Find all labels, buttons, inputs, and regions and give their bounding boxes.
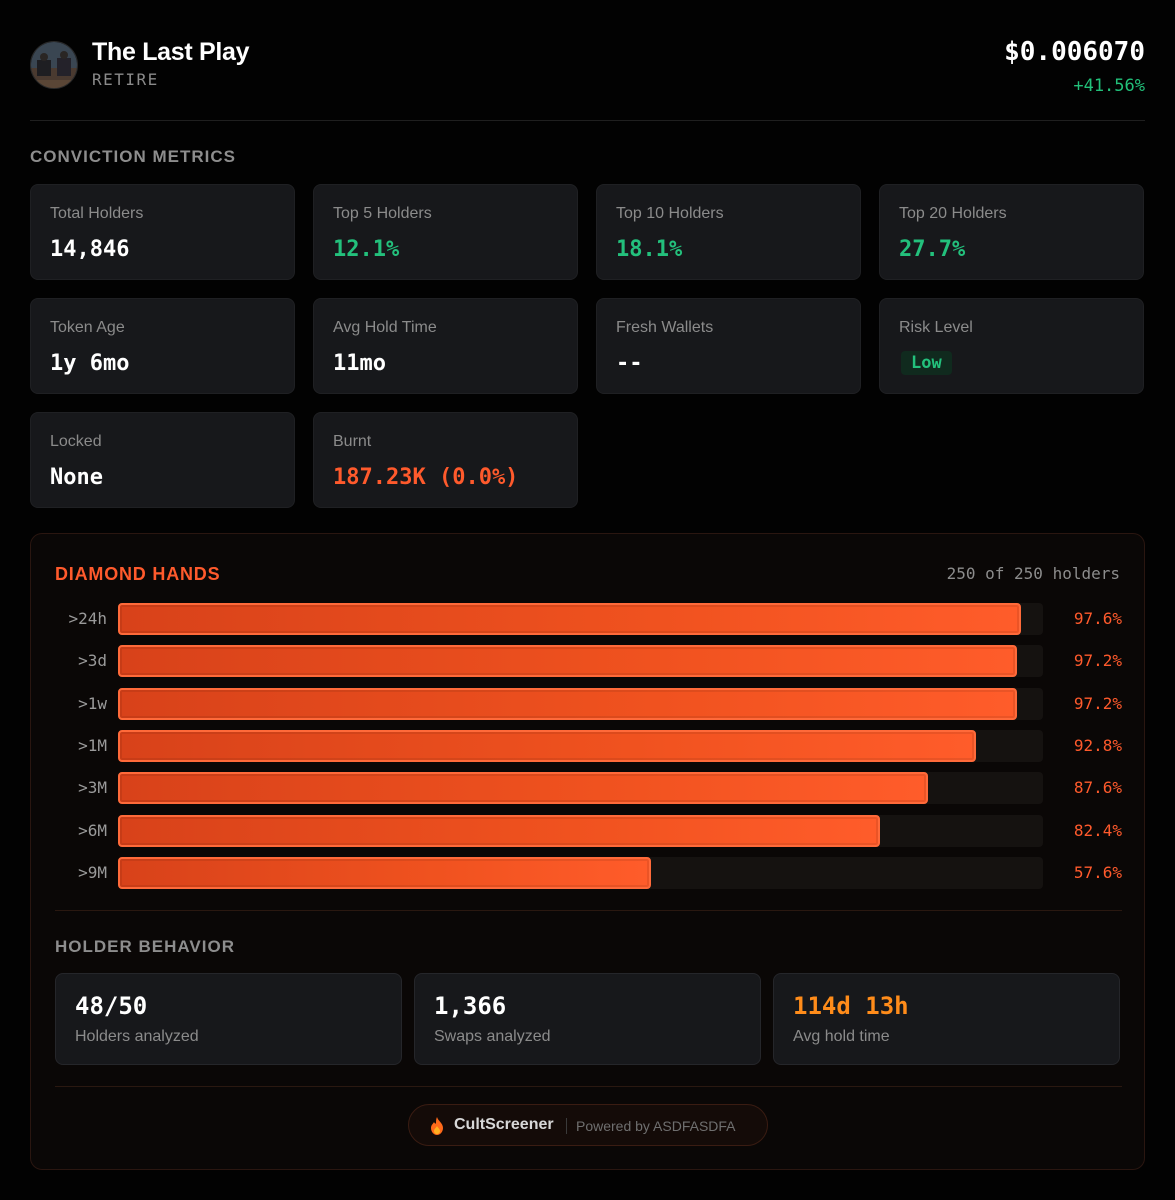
metric-value: -- (616, 351, 643, 376)
metric-value: 11mo (333, 351, 386, 376)
holder-behavior-title: HOLDER BEHAVIOR (55, 937, 235, 956)
bar-track (118, 772, 1043, 805)
token-ticker: RETIRE (92, 70, 159, 89)
bar-label: >1w (78, 693, 107, 713)
metric-value: 14,846 (50, 237, 130, 262)
bar-fill (118, 856, 651, 889)
pill-separator (566, 1118, 567, 1134)
metric-label: Fresh Wallets (616, 319, 714, 336)
bar-fill (118, 814, 881, 847)
metric-card-risk-level: Risk Level Low (879, 298, 1144, 394)
bar-row: >1M 92.8% (55, 729, 1122, 762)
bar-fill (118, 729, 977, 762)
metric-card-burnt: Burnt 187.23K (0.0%) (313, 412, 578, 508)
stat-card-swaps-analyzed: 1,366 Swaps analyzed (414, 973, 761, 1065)
bar-track (118, 687, 1043, 720)
stat-value: 1,366 (434, 992, 507, 1020)
holder-count: 250 of 250 holders (946, 564, 1120, 583)
metric-label: Risk Level (899, 319, 973, 336)
metric-card-top5-holders: Top 5 Holders 12.1% (313, 184, 578, 280)
powered-by-text: Powered by ASDFASDFA (576, 1118, 736, 1134)
metric-card-fresh-wallets: Fresh Wallets -- (596, 298, 861, 394)
bar-label: >9M (78, 862, 107, 882)
metric-value: 27.7% (899, 237, 966, 262)
token-name: The Last Play (92, 38, 250, 66)
bar-fill (118, 645, 1018, 678)
metric-value: 12.1% (333, 237, 400, 262)
stat-value: 48/50 (75, 992, 148, 1020)
bar-label: >6M (78, 820, 107, 840)
metric-card-avg-hold-time: Avg Hold Time 11mo (313, 298, 578, 394)
metric-label: Top 5 Holders (333, 205, 432, 222)
stat-card-holders-analyzed: 48/50 Holders analyzed (55, 973, 402, 1065)
stat-label: Avg hold time (793, 1028, 890, 1045)
diamond-hands-title: DIAMOND HANDS (55, 564, 221, 584)
bar-row: >3d 97.2% (55, 645, 1122, 678)
bar-label: >3M (78, 778, 107, 798)
bar-label: >3d (78, 651, 107, 671)
bar-fill (118, 772, 929, 805)
token-avatar[interactable] (30, 41, 78, 89)
bar-percent: 87.6% (1073, 778, 1122, 798)
bar-label: >24h (68, 609, 107, 628)
bar-percent: 82.4% (1073, 820, 1122, 840)
panel-divider (55, 910, 1122, 911)
metric-card-locked: Locked None (30, 412, 295, 508)
panel-divider (55, 1086, 1122, 1087)
metric-label: Total Holders (50, 205, 144, 222)
metric-label: Avg Hold Time (333, 319, 437, 336)
bar-fill (118, 603, 1021, 635)
metric-card-top20-holders: Top 20 Holders 27.7% (879, 184, 1144, 280)
metric-value: 1y 6mo (50, 351, 130, 376)
bar-track (118, 729, 1043, 762)
conviction-metrics-title: CONVICTION METRICS (30, 147, 236, 166)
cultscreener-badge[interactable]: CultScreener Powered by ASDFASDFA (408, 1104, 768, 1146)
metric-label: Top 10 Holders (616, 205, 724, 222)
metric-card-total-holders: Total Holders 14,846 (30, 184, 295, 280)
bar-percent: 97.2% (1073, 651, 1122, 671)
header-divider (30, 120, 1145, 121)
brand-name: CultScreener (454, 1116, 554, 1133)
metric-label: Locked (50, 433, 102, 450)
metric-label: Token Age (50, 319, 125, 336)
token-header: The Last Play RETIRE $0.006070 +41.56% (30, 37, 1145, 98)
stat-value: 114d 13h (793, 992, 909, 1020)
price-change: +41.56% (1073, 76, 1145, 96)
stat-label: Swaps analyzed (434, 1028, 551, 1045)
bar-percent: 57.6% (1073, 862, 1122, 882)
bar-percent: 97.6% (1073, 609, 1122, 628)
bar-fill (118, 687, 1018, 720)
bar-track (118, 814, 1043, 847)
bar-row: >6M 82.4% (55, 814, 1122, 847)
metric-value: 187.23K (0.0%) (333, 465, 519, 490)
metric-label: Burnt (333, 433, 372, 450)
bar-label: >1M (78, 735, 107, 755)
token-price: $0.006070 (1004, 37, 1145, 67)
flame-icon (431, 1117, 443, 1135)
bar-percent: 97.2% (1073, 693, 1122, 713)
stat-label: Holders analyzed (75, 1028, 199, 1045)
metric-card-top10-holders: Top 10 Holders 18.1% (596, 184, 861, 280)
stat-card-avg-hold-time: 114d 13h Avg hold time (773, 973, 1120, 1065)
bar-track (118, 856, 1043, 889)
metric-value: 18.1% (616, 237, 683, 262)
bar-track (118, 645, 1043, 678)
bar-row: >3M 87.6% (55, 772, 1122, 805)
metric-card-token-age: Token Age 1y 6mo (30, 298, 295, 394)
bar-row: >1w 97.2% (55, 687, 1122, 720)
diamond-hands-panel: DIAMOND HANDS 250 of 250 holders >24h 97.… (30, 533, 1145, 1170)
risk-level-badge: Low (901, 351, 952, 375)
bar-row: >24h 97.6% (55, 603, 1122, 635)
metric-value: None (50, 465, 103, 490)
bar-percent: 92.8% (1073, 735, 1122, 755)
bar-track (118, 603, 1043, 635)
metric-label: Top 20 Holders (899, 205, 1007, 222)
bar-row: >9M 57.6% (55, 856, 1122, 889)
